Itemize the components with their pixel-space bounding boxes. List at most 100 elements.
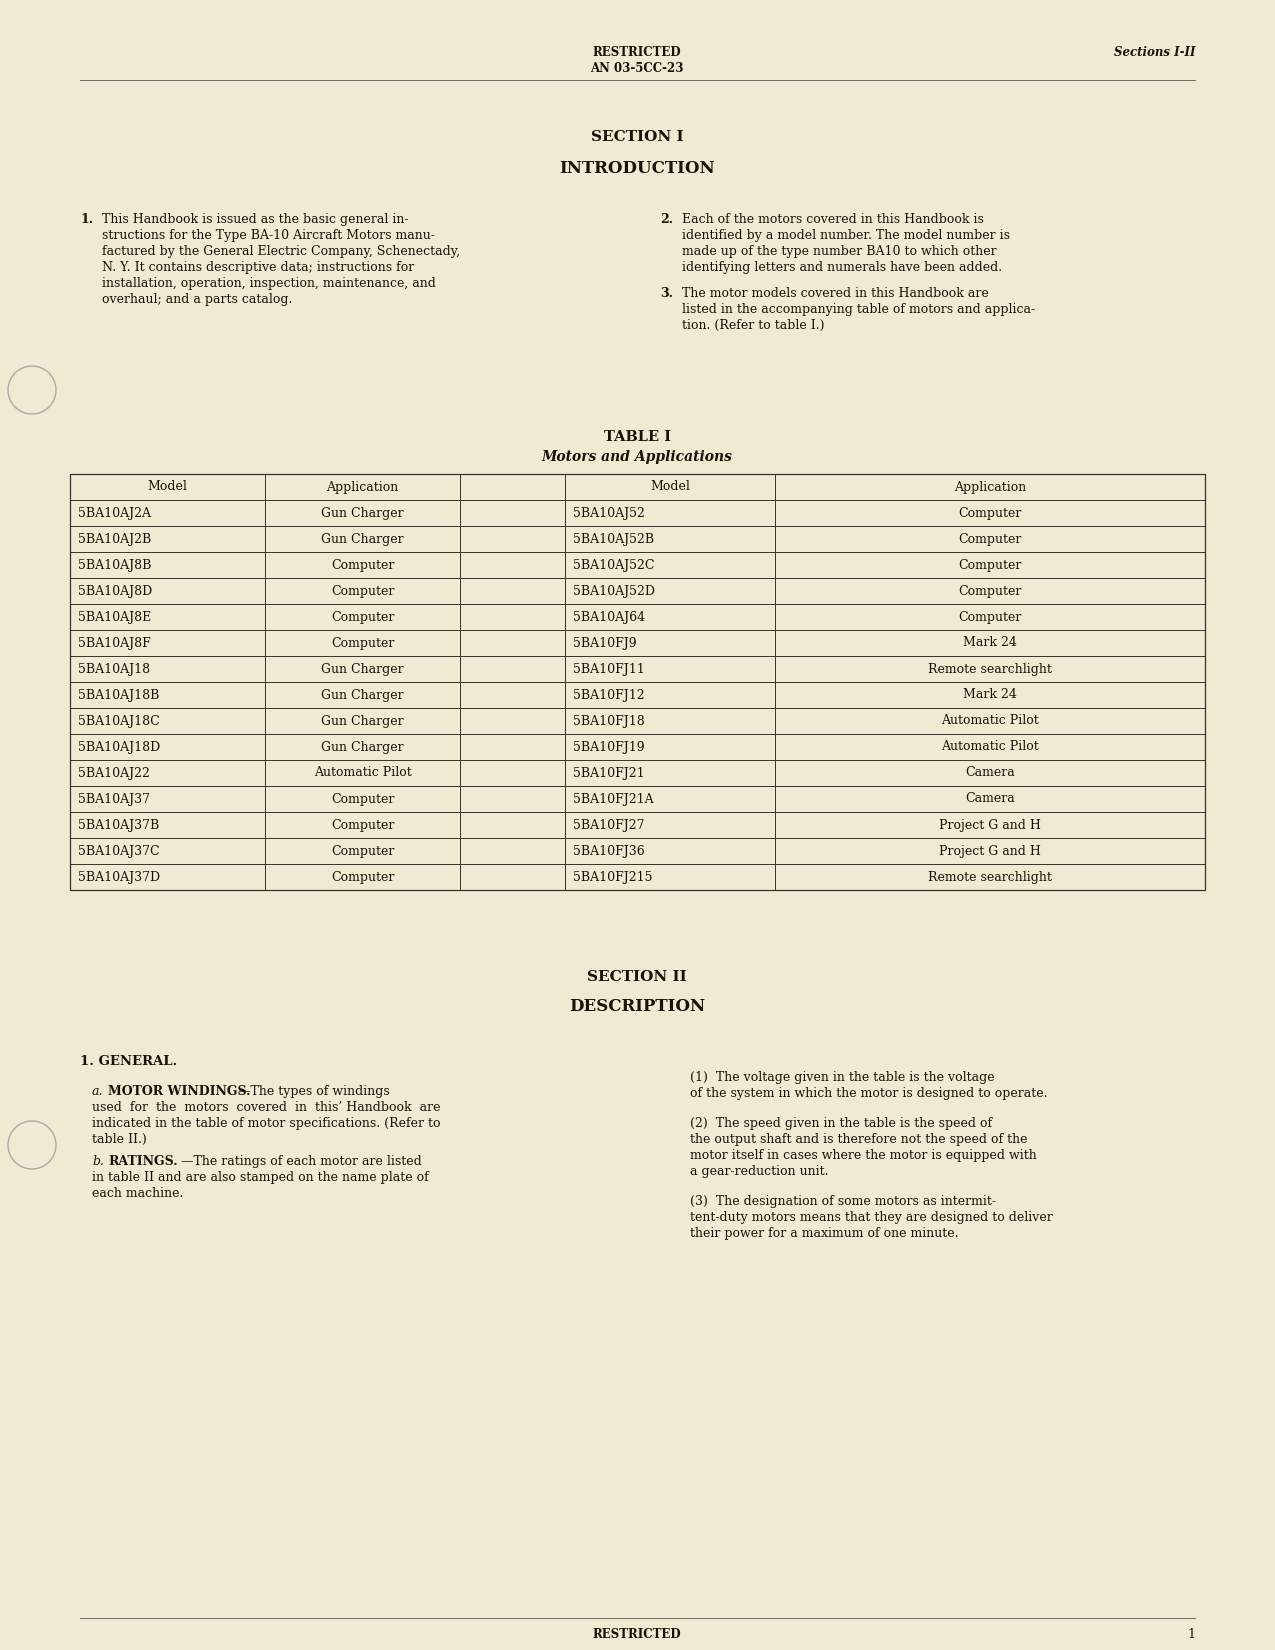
Text: MOTOR WINDINGS.: MOTOR WINDINGS. bbox=[108, 1086, 250, 1097]
Text: Computer: Computer bbox=[959, 584, 1021, 597]
Text: Computer: Computer bbox=[330, 610, 394, 624]
Text: Remote searchlight: Remote searchlight bbox=[928, 663, 1052, 675]
Text: 5BA10AJ2A: 5BA10AJ2A bbox=[78, 507, 150, 520]
Text: a.: a. bbox=[92, 1086, 103, 1097]
Text: This Handbook is issued as the basic general in-: This Handbook is issued as the basic gen… bbox=[102, 213, 408, 226]
Text: Computer: Computer bbox=[330, 584, 394, 597]
Text: installation, operation, inspection, maintenance, and: installation, operation, inspection, mai… bbox=[102, 277, 436, 290]
Text: 5BA10AJ37B: 5BA10AJ37B bbox=[78, 818, 159, 832]
Text: RESTRICTED: RESTRICTED bbox=[593, 1629, 681, 1642]
Text: Application: Application bbox=[326, 480, 399, 493]
Text: made up of the type number BA10 to which other: made up of the type number BA10 to which… bbox=[682, 244, 997, 257]
Text: 5BA10FJ21A: 5BA10FJ21A bbox=[572, 792, 654, 805]
Text: motor itself in cases where the motor is equipped with: motor itself in cases where the motor is… bbox=[690, 1148, 1037, 1162]
Text: SECTION II: SECTION II bbox=[586, 970, 687, 983]
Text: 5BA10FJ18: 5BA10FJ18 bbox=[572, 714, 645, 728]
Text: identifying letters and numerals have been added.: identifying letters and numerals have be… bbox=[682, 261, 1002, 274]
Text: factured by the General Electric Company, Schenectady,: factured by the General Electric Company… bbox=[102, 244, 460, 257]
Text: listed in the accompanying table of motors and applica-: listed in the accompanying table of moto… bbox=[682, 304, 1035, 317]
Text: 5BA10FJ9: 5BA10FJ9 bbox=[572, 637, 636, 650]
Text: identified by a model number. The model number is: identified by a model number. The model … bbox=[682, 229, 1010, 243]
Text: 5BA10FJ27: 5BA10FJ27 bbox=[572, 818, 644, 832]
Text: 5BA10AJ22: 5BA10AJ22 bbox=[78, 767, 150, 779]
Text: (1)  The voltage given in the table is the voltage: (1) The voltage given in the table is th… bbox=[690, 1071, 994, 1084]
Text: the output shaft and is therefore not the speed of the: the output shaft and is therefore not th… bbox=[690, 1134, 1028, 1147]
Text: N. Y. It contains descriptive data; instructions for: N. Y. It contains descriptive data; inst… bbox=[102, 261, 414, 274]
Text: Computer: Computer bbox=[959, 533, 1021, 546]
Text: Camera: Camera bbox=[965, 792, 1015, 805]
Text: —The types of windings: —The types of windings bbox=[238, 1086, 390, 1097]
Text: Project G and H: Project G and H bbox=[940, 818, 1040, 832]
Text: Automatic Pilot: Automatic Pilot bbox=[941, 714, 1039, 728]
Text: Computer: Computer bbox=[330, 792, 394, 805]
Text: TABLE I: TABLE I bbox=[603, 431, 671, 444]
Text: b.: b. bbox=[92, 1155, 105, 1168]
Text: Computer: Computer bbox=[959, 610, 1021, 624]
Text: 5BA10AJ37D: 5BA10AJ37D bbox=[78, 871, 161, 883]
Text: 5BA10AJ37C: 5BA10AJ37C bbox=[78, 845, 159, 858]
Text: The motor models covered in this Handbook are: The motor models covered in this Handboo… bbox=[682, 287, 988, 300]
Text: 5BA10FJ19: 5BA10FJ19 bbox=[572, 741, 645, 754]
Text: 5BA10AJ37: 5BA10AJ37 bbox=[78, 792, 150, 805]
Text: Computer: Computer bbox=[330, 818, 394, 832]
Text: used  for  the  motors  covered  in  this’ Handbook  are: used for the motors covered in this’ Han… bbox=[92, 1101, 440, 1114]
Text: Gun Charger: Gun Charger bbox=[321, 507, 404, 520]
Text: 1: 1 bbox=[1187, 1629, 1195, 1642]
Text: Gun Charger: Gun Charger bbox=[321, 533, 404, 546]
Text: each machine.: each machine. bbox=[92, 1186, 184, 1200]
Text: Computer: Computer bbox=[330, 558, 394, 571]
Text: Computer: Computer bbox=[330, 637, 394, 650]
Text: 1. GENERAL.: 1. GENERAL. bbox=[80, 1054, 177, 1068]
Text: RATINGS.: RATINGS. bbox=[108, 1155, 177, 1168]
Text: structions for the Type BA-10 Aircraft Motors manu-: structions for the Type BA-10 Aircraft M… bbox=[102, 229, 435, 243]
Text: 5BA10AJ52C: 5BA10AJ52C bbox=[572, 558, 654, 571]
Text: Model: Model bbox=[650, 480, 690, 493]
Text: Gun Charger: Gun Charger bbox=[321, 714, 404, 728]
Text: Computer: Computer bbox=[959, 507, 1021, 520]
Text: (3)  The designation of some motors as intermit-: (3) The designation of some motors as in… bbox=[690, 1195, 996, 1208]
Text: 5BA10AJ8D: 5BA10AJ8D bbox=[78, 584, 152, 597]
Text: in table II and are also stamped on the name plate of: in table II and are also stamped on the … bbox=[92, 1172, 428, 1185]
Text: 1.: 1. bbox=[80, 213, 93, 226]
Text: Model: Model bbox=[148, 480, 187, 493]
Circle shape bbox=[8, 366, 56, 414]
Text: (2)  The speed given in the table is the speed of: (2) The speed given in the table is the … bbox=[690, 1117, 992, 1130]
Text: 5BA10AJ18: 5BA10AJ18 bbox=[78, 663, 150, 675]
Text: 5BA10FJ12: 5BA10FJ12 bbox=[572, 688, 645, 701]
Bar bbox=[70, 474, 1205, 889]
Text: Application: Application bbox=[954, 480, 1026, 493]
Text: 3.: 3. bbox=[660, 287, 673, 300]
Text: 5BA10FJ11: 5BA10FJ11 bbox=[572, 663, 645, 675]
Text: Motors and Applications: Motors and Applications bbox=[542, 450, 732, 464]
Text: Computer: Computer bbox=[330, 845, 394, 858]
Text: their power for a maximum of one minute.: their power for a maximum of one minute. bbox=[690, 1228, 959, 1241]
Text: 5BA10AJ52D: 5BA10AJ52D bbox=[572, 584, 655, 597]
Text: 5BA10AJ64: 5BA10AJ64 bbox=[572, 610, 645, 624]
Text: Automatic Pilot: Automatic Pilot bbox=[941, 741, 1039, 754]
Text: 5BA10AJ52: 5BA10AJ52 bbox=[572, 507, 645, 520]
Text: Project G and H: Project G and H bbox=[940, 845, 1040, 858]
Text: 5BA10AJ18D: 5BA10AJ18D bbox=[78, 741, 161, 754]
Text: INTRODUCTION: INTRODUCTION bbox=[560, 160, 715, 177]
Text: Sections I-II: Sections I-II bbox=[1113, 46, 1195, 59]
Text: Computer: Computer bbox=[959, 558, 1021, 571]
Text: 5BA10FJ215: 5BA10FJ215 bbox=[572, 871, 653, 883]
Text: DESCRIPTION: DESCRIPTION bbox=[569, 998, 705, 1015]
Text: Mark 24: Mark 24 bbox=[963, 688, 1017, 701]
Text: 5BA10AJ18C: 5BA10AJ18C bbox=[78, 714, 159, 728]
Text: tent-duty motors means that they are designed to deliver: tent-duty motors means that they are des… bbox=[690, 1211, 1053, 1224]
Text: Automatic Pilot: Automatic Pilot bbox=[314, 767, 412, 779]
Text: 5BA10AJ52B: 5BA10AJ52B bbox=[572, 533, 654, 546]
Text: indicated in the table of motor specifications. (Refer to: indicated in the table of motor specific… bbox=[92, 1117, 440, 1130]
Text: RESTRICTED: RESTRICTED bbox=[593, 46, 681, 59]
Text: overhaul; and a parts catalog.: overhaul; and a parts catalog. bbox=[102, 294, 292, 305]
Text: 5BA10AJ8E: 5BA10AJ8E bbox=[78, 610, 152, 624]
Text: Each of the motors covered in this Handbook is: Each of the motors covered in this Handb… bbox=[682, 213, 984, 226]
Text: tion. (Refer to table I.): tion. (Refer to table I.) bbox=[682, 318, 825, 332]
Text: —The ratings of each motor are listed: —The ratings of each motor are listed bbox=[181, 1155, 422, 1168]
Text: 5BA10FJ21: 5BA10FJ21 bbox=[572, 767, 645, 779]
Text: 5BA10AJ2B: 5BA10AJ2B bbox=[78, 533, 152, 546]
Text: Remote searchlight: Remote searchlight bbox=[928, 871, 1052, 883]
Text: Computer: Computer bbox=[330, 871, 394, 883]
Text: Gun Charger: Gun Charger bbox=[321, 688, 404, 701]
